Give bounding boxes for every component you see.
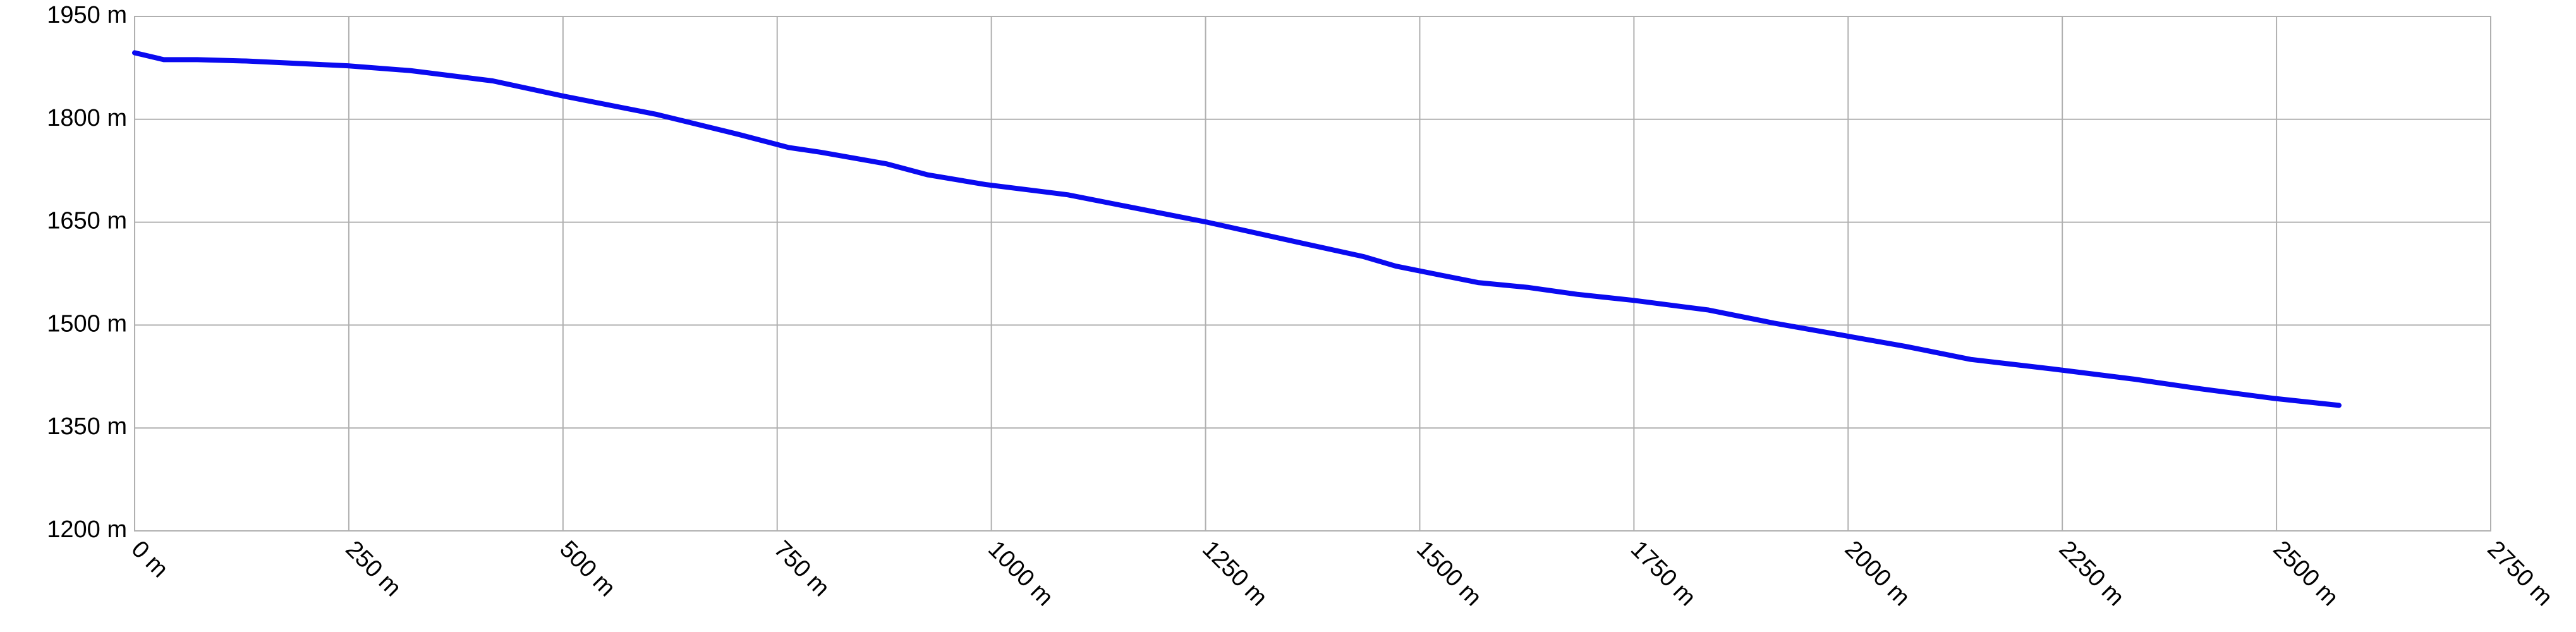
x-tick-label: 1500 m	[1411, 536, 1486, 611]
x-tick-label: 2250 m	[2054, 536, 2129, 611]
x-tick-label: 2500 m	[2268, 536, 2343, 611]
y-tick-label: 1650 m	[47, 208, 127, 234]
y-tick-label: 1500 m	[47, 310, 127, 337]
y-tick-label: 1200 m	[47, 516, 127, 543]
x-tick-label: 1750 m	[1625, 536, 1701, 611]
x-tick-label: 2750 m	[2482, 536, 2558, 611]
plot-border	[134, 16, 2491, 532]
y-tick-label: 1800 m	[47, 105, 127, 131]
y-tick-label: 1950 m	[47, 2, 127, 28]
x-tick-label: 1000 m	[983, 536, 1058, 611]
y-tick-label: 1350 m	[47, 413, 127, 440]
x-tick-label: 750 m	[769, 536, 834, 602]
x-tick-label: 0 m	[126, 536, 174, 583]
x-tick-label: 1250 m	[1197, 536, 1272, 611]
x-tick-label: 2000 m	[1840, 536, 1915, 611]
x-tick-label: 500 m	[554, 536, 620, 602]
elevation-line	[132, 50, 2342, 408]
x-tick-label: 250 m	[340, 536, 406, 602]
